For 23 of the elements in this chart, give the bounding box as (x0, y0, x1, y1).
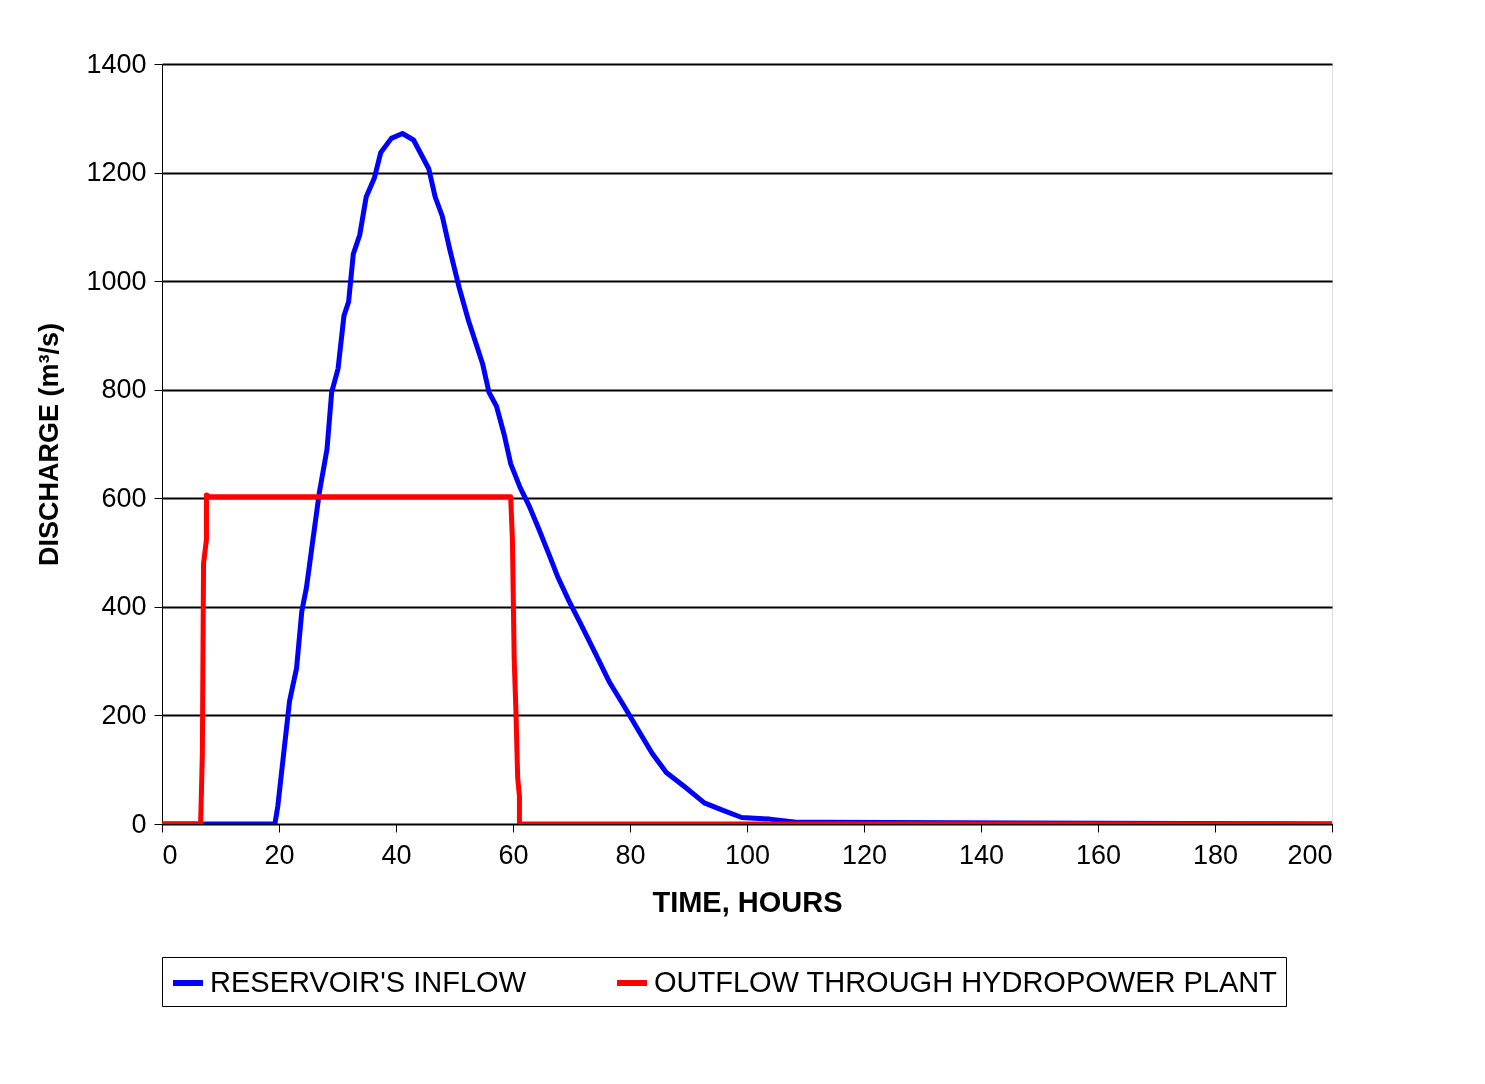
y-tick-label: 800 (101, 374, 147, 405)
x-axis-title: TIME, HOURS (652, 885, 843, 918)
y-tick-label: 1200 (86, 157, 147, 188)
y-tick-label: 0 (131, 808, 147, 839)
x-tick-label: 160 (1075, 839, 1122, 870)
x-tick-label: 200 (1287, 839, 1333, 870)
x-tick-label: 20 (264, 839, 295, 870)
y-tick-label: 1400 (86, 48, 147, 79)
x-tick-label: 100 (724, 839, 771, 870)
y-tick-label: 200 (101, 699, 147, 730)
legend-label: OUTFLOW THROUGH HYDROPOWER PLANT (654, 966, 1278, 998)
y-tick-label: 1000 (86, 265, 147, 296)
y-axis-title: DISCHARGE (m³/s) (34, 322, 65, 567)
x-tick-label: 40 (381, 839, 412, 870)
x-tick-label: 180 (1192, 839, 1239, 870)
x-tick-label: 140 (958, 839, 1005, 870)
x-tick-label: 0 (162, 839, 178, 870)
x-tick-label: 120 (841, 839, 888, 870)
x-tick-label: 80 (615, 839, 646, 870)
y-tick-label: 600 (101, 482, 147, 513)
y-tick-label: 400 (101, 591, 147, 622)
x-tick-label: 60 (498, 839, 529, 870)
legend-label: RESERVOIR'S INFLOW (210, 966, 527, 998)
